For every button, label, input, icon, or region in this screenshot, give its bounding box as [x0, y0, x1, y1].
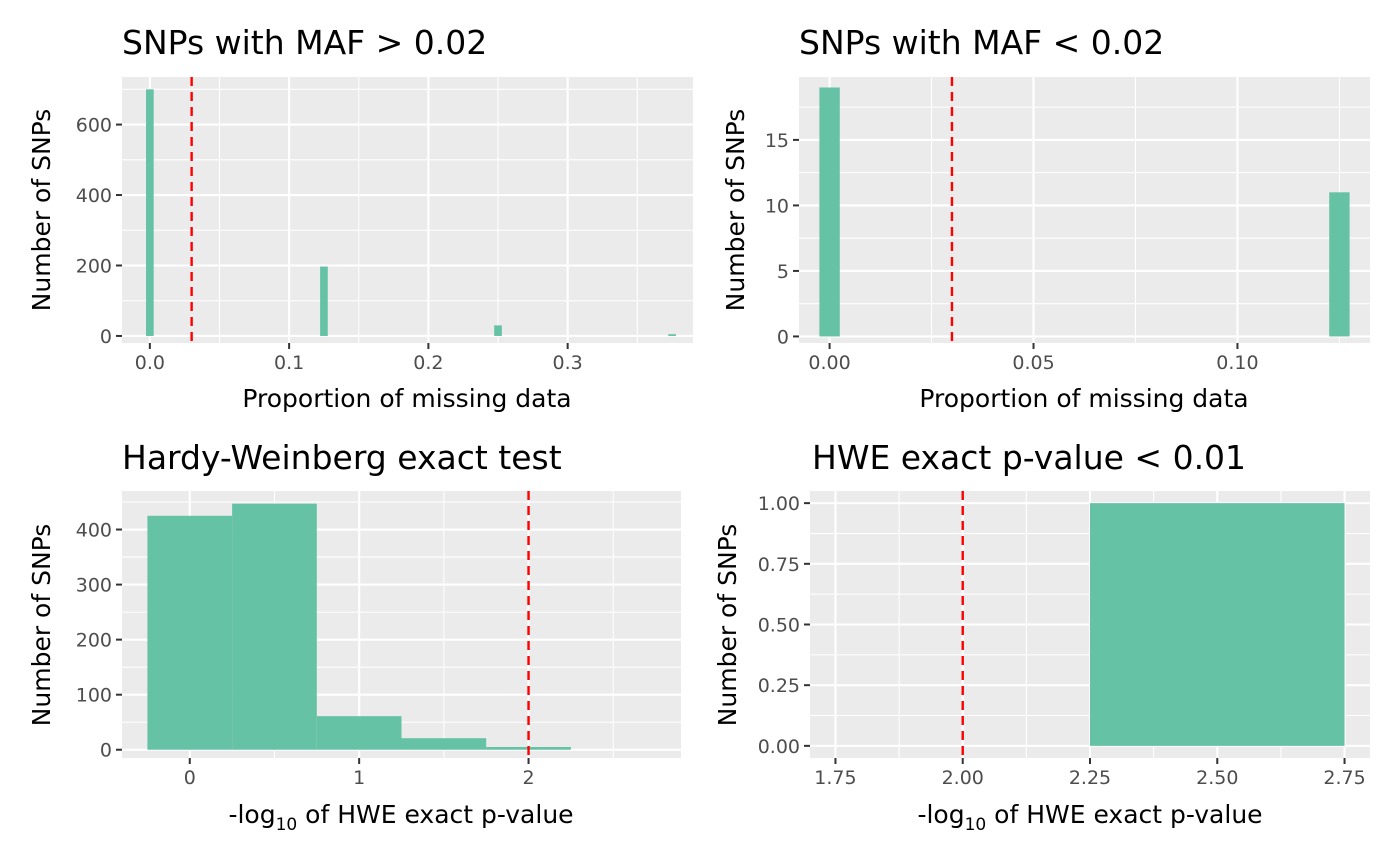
panel-title: SNPs with MAF < 0.02 — [799, 23, 1164, 62]
x-axis-title-subscript: 10 — [965, 815, 987, 835]
panel-title: Hardy-Weinberg exact test — [122, 438, 562, 477]
x-tick-label: 2.75 — [1323, 767, 1365, 789]
axis-ticks: 0.0 0.1 0.2 0.3 0 200 400 600 — [76, 115, 583, 374]
histogram-bar — [232, 503, 317, 750]
y-tick-label: 0.75 — [758, 554, 800, 576]
panel-hwe-all: Hardy-Weinberg exact test 0 1 2 0 100 200 300 4… — [27, 438, 681, 835]
bars — [819, 87, 1350, 337]
x-axis-title-prefix: -log — [228, 800, 275, 829]
x-axis-title-prefix: -log — [917, 800, 964, 829]
panel-title: SNPs with MAF > 0.02 — [122, 23, 487, 62]
x-tick-label: 2.25 — [1069, 767, 1111, 789]
histogram-bar — [1090, 503, 1345, 746]
panel-missing-maf-low: SNPs with MAF < 0.02 0.00 0.05 0.10051015 … — [721, 23, 1370, 413]
y-axis-title: Number of SNPs — [721, 109, 750, 312]
y-tick-label: 400 — [76, 185, 112, 207]
histogram-bar — [819, 87, 840, 337]
y-tick-label: 0.50 — [758, 615, 800, 637]
y-tick-label: 100 — [76, 685, 112, 707]
plot-background — [799, 77, 1370, 343]
y-axis-title: Number of SNPs — [713, 524, 742, 727]
y-tick-label: 200 — [76, 255, 112, 277]
histogram-bar — [320, 266, 328, 336]
histogram-bar — [1329, 192, 1350, 337]
y-tick-label: 15 — [765, 130, 789, 152]
x-tick-label: 2.50 — [1196, 767, 1238, 789]
x-tick-label: 2.00 — [942, 767, 984, 789]
x-tick-label: 1.75 — [814, 767, 856, 789]
y-axis-title: Number of SNPs — [27, 524, 56, 727]
x-axis-title: Proportion of missing data — [919, 384, 1248, 413]
gridlines — [122, 77, 693, 343]
y-tick-label: 300 — [76, 575, 112, 597]
x-tick-label: 0.00 — [808, 352, 850, 374]
bars — [146, 89, 676, 336]
histogram-bar — [146, 89, 154, 336]
x-tick-label: 0.0 — [135, 352, 165, 374]
x-axis-title: -log10 of HWE exact p-value — [228, 800, 573, 835]
panel-title: HWE exact p-value < 0.01 — [812, 438, 1246, 477]
y-axis-title: Number of SNPs — [27, 109, 56, 312]
x-axis-title-subscript: 10 — [276, 815, 298, 835]
x-axis-title-suffix: of HWE exact p-value — [297, 800, 573, 829]
x-tick-label: 0.3 — [553, 352, 583, 374]
y-tick-label: 0.00 — [758, 736, 800, 758]
histogram-bar — [401, 738, 487, 750]
x-tick-label: 1 — [353, 767, 365, 789]
x-tick-label: 2 — [522, 767, 534, 789]
x-axis-title: Proportion of missing data — [242, 384, 571, 413]
x-tick-label: 0 — [184, 767, 196, 789]
plot-background — [122, 77, 693, 343]
axis-ticks: 0 1 2 0 100 200 300 400 — [76, 520, 535, 789]
panel-missing-maf-high: SNPs with MAF > 0.02 0.0 0.1 0.2 0.3 0 200 400… — [27, 23, 693, 413]
y-tick-label: 600 — [76, 115, 112, 137]
histogram-bar — [494, 325, 502, 336]
bars — [1090, 503, 1345, 746]
histogram-bar — [147, 515, 233, 750]
y-tick-label: 5 — [777, 261, 789, 283]
x-tick-label: 0.2 — [413, 352, 443, 374]
x-axis-title-suffix: of HWE exact p-value — [986, 800, 1262, 829]
axis-ticks: 1.75 2.00 2.25 2.50 2.75 0.00 0.25 0.50 0.75 1.00 — [758, 493, 1366, 789]
y-tick-label: 0 — [100, 740, 112, 762]
axis-ticks: 0.00 0.05 0.10 0 5 10 15 — [765, 130, 1259, 374]
y-tick-label: 0 — [777, 326, 789, 348]
panel-hwe-significant: HWE exact p-value < 0.01 1.75 2.00 2.25 2.5… — [713, 438, 1370, 835]
histogram-bar — [668, 334, 676, 336]
x-tick-label: 0.05 — [1012, 352, 1054, 374]
x-axis-title: -log10 of HWE exact p-value — [917, 800, 1262, 835]
x-tick-label: 0.10 — [1216, 352, 1258, 374]
y-tick-label: 200 — [76, 630, 112, 652]
x-tick-label: 0.1 — [274, 352, 304, 374]
y-tick-label: 400 — [76, 520, 112, 542]
y-tick-label: 1.00 — [758, 493, 800, 515]
y-tick-label: 0 — [100, 326, 112, 348]
y-tick-label: 10 — [765, 195, 789, 217]
histogram-bar — [316, 716, 402, 750]
y-tick-label: 0.25 — [758, 675, 800, 697]
